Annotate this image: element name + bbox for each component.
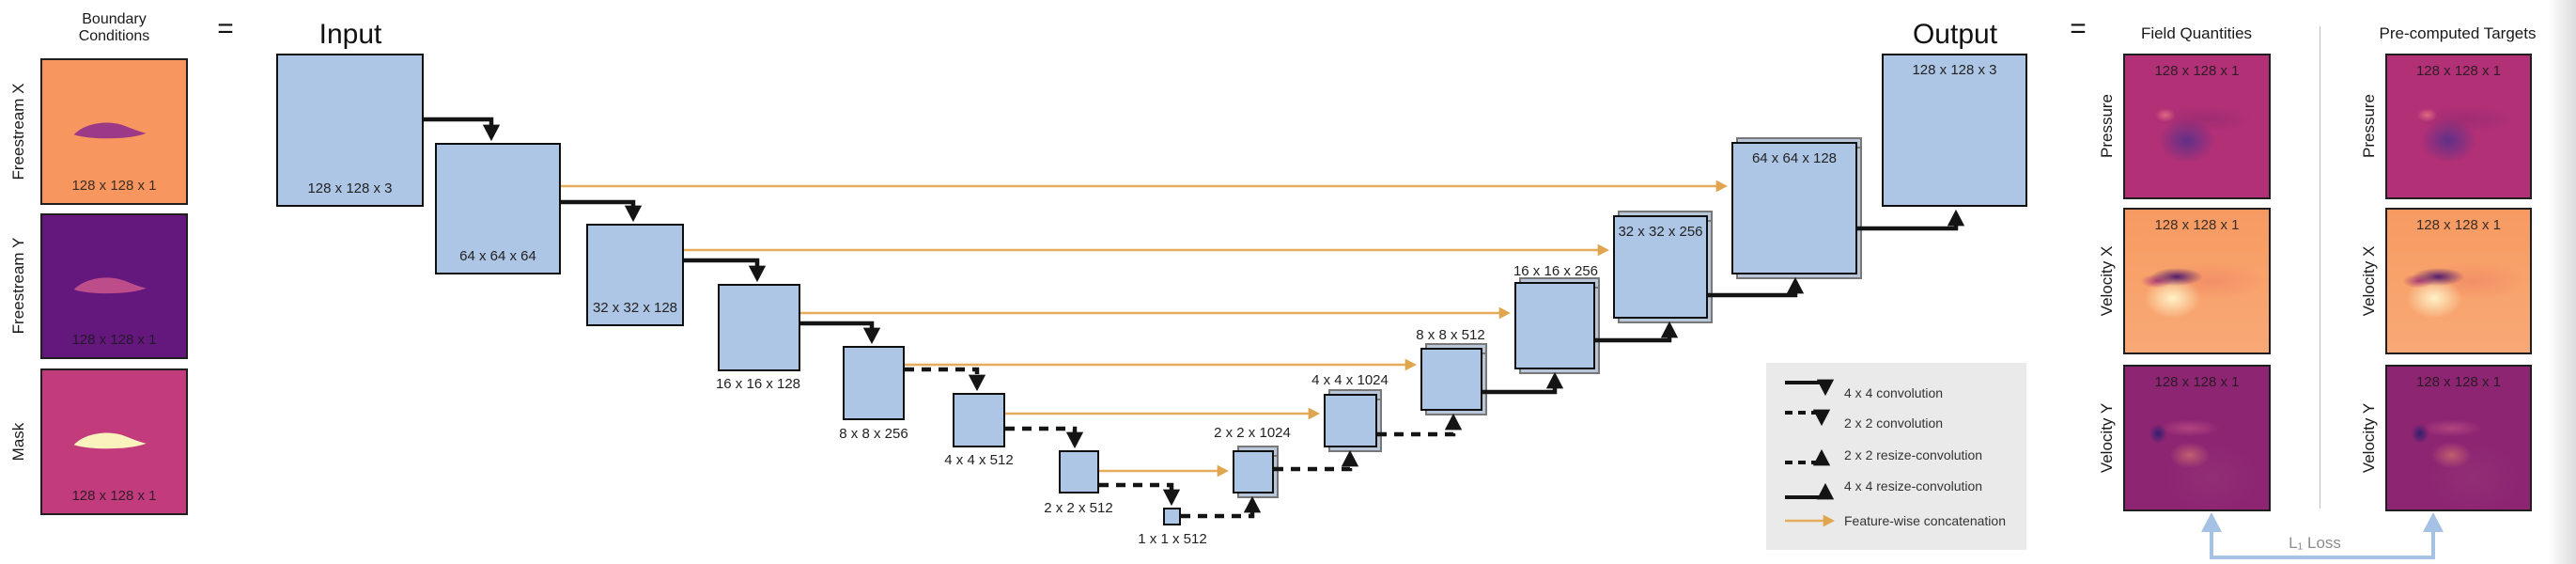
unet-block-enc4-label: 4 x 4 x 512 <box>944 452 1014 468</box>
velocity-y-field-label: Velocity Y <box>2098 402 2116 474</box>
l1-loss-label: L₁ Loss <box>2289 534 2341 552</box>
velocity-y-field-size: 128 x 128 x 1 <box>2154 374 2240 390</box>
page-edge-shade <box>2548 0 2576 564</box>
freestream-x-label: Freestream X <box>9 83 27 180</box>
airfoil-shape-icon <box>73 432 147 449</box>
unet-block-enc1-label: 1 x 1 x 512 <box>1138 531 1207 547</box>
resize4-arrow <box>1708 276 1805 298</box>
unet-block-enc16-label: 16 x 16 x 128 <box>715 376 801 392</box>
conv4-arrow <box>561 199 643 223</box>
conv4-arrow <box>684 258 767 283</box>
unet-block-enc8 <box>843 346 905 420</box>
unet-block-dec32: 32 x 32 x 256 <box>1613 215 1708 319</box>
conv2-arrow <box>905 367 986 392</box>
pressure-field-label: Pressure <box>2098 93 2116 159</box>
velocity-x-target-label: Velocity X <box>2360 245 2378 317</box>
unet-block-output: 128 x 128 x 3 <box>1882 54 2027 207</box>
freestream-y-image: 128 x 128 x 1 <box>40 213 188 359</box>
resize2-arrow <box>1377 413 1463 437</box>
input-title: Input <box>318 19 382 50</box>
unet-block-dec2-label: 2 x 2 x 1024 <box>1214 425 1291 441</box>
freestream-x-size: 128 x 128 x 1 <box>71 178 157 194</box>
unet-block-enc32-label: 32 x 32 x 128 <box>592 300 678 316</box>
conv2-arrows <box>905 367 1181 507</box>
boundary-conditions-title: Boundary Conditions <box>29 11 199 45</box>
legend-item-resize4: 4 x 4 resize-convolution <box>1844 478 1983 494</box>
mask-size: 128 x 128 x 1 <box>71 488 157 504</box>
resize4-arrow <box>1482 371 1564 395</box>
unet-block-dec4 <box>1324 394 1377 447</box>
unet-block-dec64: 64 x 64 x 128 <box>1731 142 1857 274</box>
unet-block-dec8 <box>1420 348 1482 411</box>
unet-block-input-label: 128 x 128 x 3 <box>307 180 393 196</box>
legend-item-concat: Feature-wise concatenation <box>1844 513 2006 528</box>
velocity-y-target-image: 128 x 128 x 1 <box>2385 365 2532 511</box>
pressure-target-label: Pressure <box>2360 93 2378 159</box>
unet-block-output-label: 128 x 128 x 3 <box>1912 62 1997 78</box>
freestream-y-label: Freestream Y <box>9 237 27 335</box>
resize2-arrow <box>1274 449 1359 472</box>
legend-item-conv2: 2 x 2 convolution <box>1844 415 1944 431</box>
unet-block-dec64-label: 64 x 64 x 128 <box>1751 150 1838 166</box>
unet-block-enc64-label: 64 x 64 x 64 <box>459 248 536 264</box>
unet-block-enc4 <box>953 393 1005 447</box>
precomputed-targets-title: Pre-computed Targets <box>2379 24 2537 42</box>
unet-block-enc1 <box>1163 508 1181 525</box>
pressure-target-size: 128 x 128 x 1 <box>2415 63 2502 79</box>
pressure-target-image: 128 x 128 x 1 <box>2385 54 2532 199</box>
equals-sign-right: = <box>2070 13 2087 44</box>
velocity-x-field-label: Velocity X <box>2098 245 2116 317</box>
legend-item-conv4: 4 x 4 convolution <box>1844 385 1944 400</box>
airfoil-shape-icon <box>73 122 147 139</box>
unet-block-enc8-label: 8 x 8 x 256 <box>839 426 908 442</box>
resize4-arrow <box>1595 321 1679 343</box>
velocity-x-field-image: 128 x 128 x 1 <box>2123 208 2271 354</box>
unet-block-dec16-label: 16 x 16 x 256 <box>1513 263 1599 279</box>
unet-block-enc64: 64 x 64 x 64 <box>435 143 561 274</box>
unet-block-enc16 <box>718 284 800 371</box>
unet-block-dec8-label: 8 x 8 x 512 <box>1416 327 1485 343</box>
velocity-x-target-size: 128 x 128 x 1 <box>2415 217 2502 233</box>
freestream-y-size: 128 x 128 x 1 <box>71 332 157 348</box>
boundary-conditions-title-line2: Conditions <box>78 28 150 44</box>
unet-block-input: 128 x 128 x 3 <box>276 54 424 207</box>
legend-item-resize2: 2 x 2 resize-convolution <box>1844 447 1983 462</box>
unet-block-dec32-label: 32 x 32 x 256 <box>1618 224 1703 240</box>
boundary-conditions-title-line1: Boundary <box>82 11 147 27</box>
equals-sign-left: = <box>217 13 234 44</box>
mask-image: 128 x 128 x 1 <box>40 368 188 515</box>
pressure-field-size: 128 x 128 x 1 <box>2154 63 2240 79</box>
unet-block-enc32: 32 x 32 x 128 <box>586 224 684 326</box>
conv4-arrow <box>424 117 501 142</box>
unet-block-dec16 <box>1514 282 1595 369</box>
airfoil-shape-icon <box>73 277 147 294</box>
resize4-arrow <box>1857 209 1965 231</box>
velocity-y-field-image: 128 x 128 x 1 <box>2123 365 2271 511</box>
output-title: Output <box>1912 19 1998 50</box>
unet-block-dec2 <box>1233 450 1274 494</box>
unet-block-dec4-label: 4 x 4 x 1024 <box>1311 372 1389 388</box>
conv2-arrow <box>1005 426 1084 449</box>
resize2-arrow <box>1181 495 1262 519</box>
field-quantities-title: Field Quantities <box>2140 24 2253 42</box>
unet-block-enc2 <box>1059 450 1099 494</box>
pressure-field-image: 128 x 128 x 1 <box>2123 54 2271 199</box>
velocity-y-target-label: Velocity Y <box>2360 402 2378 474</box>
velocity-x-field-size: 128 x 128 x 1 <box>2154 217 2240 233</box>
velocity-y-target-size: 128 x 128 x 1 <box>2415 374 2502 390</box>
velocity-x-target-image: 128 x 128 x 1 <box>2385 208 2532 354</box>
conv4-arrow <box>800 321 881 345</box>
unet-block-enc2-label: 2 x 2 x 512 <box>1044 500 1113 516</box>
mask-label: Mask <box>9 422 27 462</box>
freestream-x-image: 128 x 128 x 1 <box>40 58 188 205</box>
